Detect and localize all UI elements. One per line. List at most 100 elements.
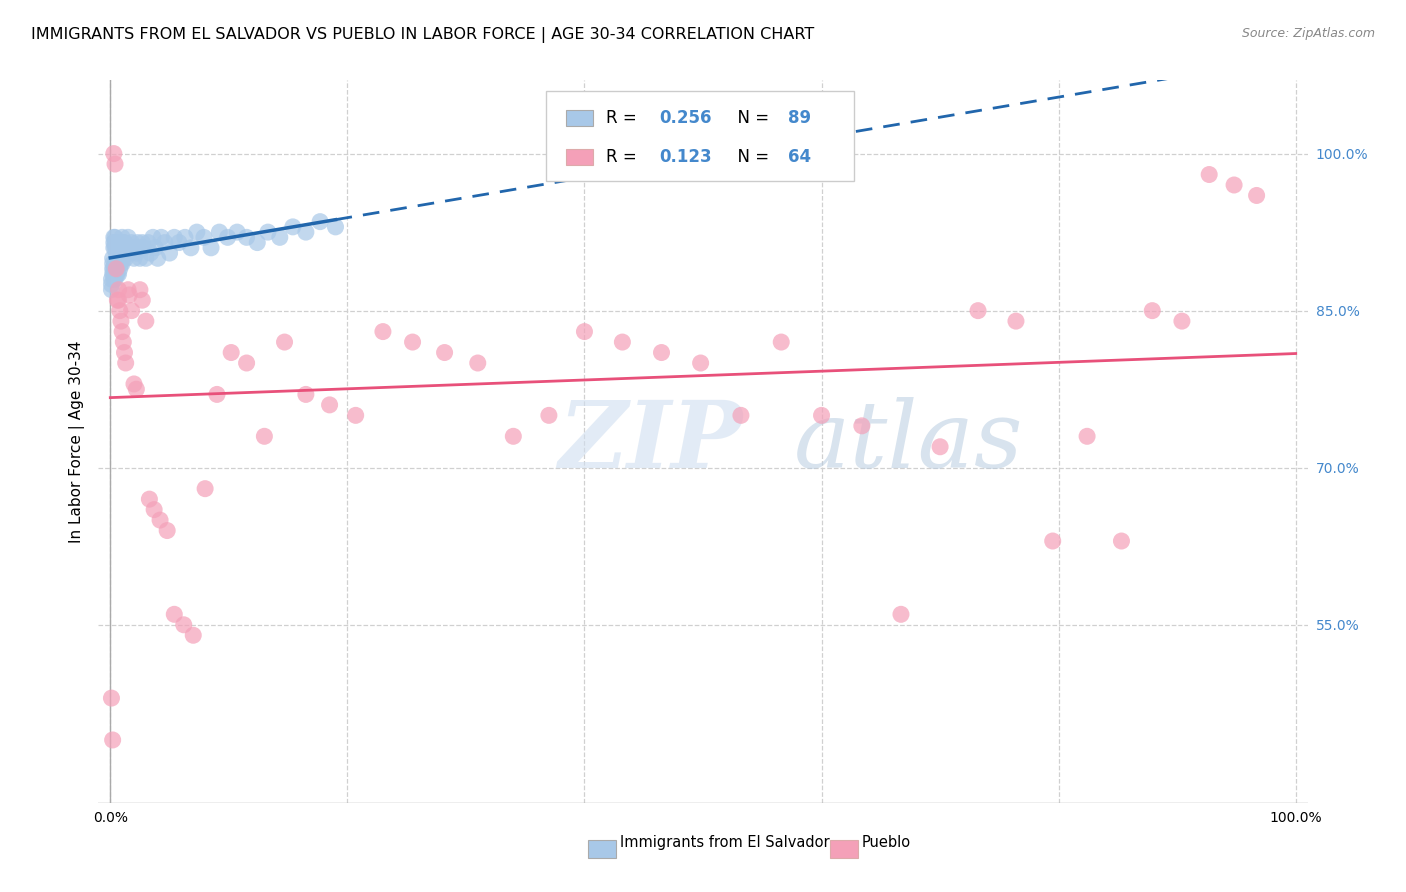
- Point: [344, 409, 367, 423]
- Point: [318, 398, 340, 412]
- Point: [1076, 429, 1098, 443]
- Point: [117, 246, 139, 260]
- Text: 64: 64: [787, 148, 811, 166]
- Point: [200, 241, 222, 255]
- Point: [107, 241, 129, 255]
- Point: [246, 235, 269, 250]
- Point: [143, 241, 166, 255]
- Point: [103, 230, 125, 244]
- Point: [104, 157, 127, 171]
- Point: [122, 376, 145, 391]
- Point: [103, 146, 125, 161]
- Point: [273, 334, 295, 349]
- Point: [114, 252, 136, 266]
- Point: [146, 252, 169, 266]
- Point: [108, 252, 131, 266]
- Point: [104, 261, 127, 276]
- Point: [105, 261, 128, 276]
- Point: [103, 267, 125, 281]
- Text: R =: R =: [606, 109, 643, 127]
- Point: [117, 230, 139, 244]
- Point: [100, 272, 122, 286]
- Text: 0.123: 0.123: [659, 148, 711, 166]
- Point: [118, 288, 141, 302]
- Point: [163, 607, 186, 622]
- Point: [217, 230, 239, 244]
- Point: [114, 246, 136, 260]
- Point: [138, 492, 160, 507]
- Point: [121, 235, 143, 250]
- Point: [124, 241, 146, 255]
- Point: [117, 283, 139, 297]
- Point: [122, 252, 145, 266]
- Point: [371, 325, 394, 339]
- Point: [101, 733, 124, 747]
- Point: [156, 524, 179, 538]
- Point: [129, 252, 152, 266]
- Point: [295, 225, 318, 239]
- Point: [612, 334, 634, 349]
- Point: [135, 252, 157, 266]
- Point: [537, 409, 560, 423]
- Point: [104, 256, 127, 270]
- Point: [107, 283, 129, 297]
- Point: [281, 219, 304, 234]
- Text: 0.256: 0.256: [659, 109, 711, 127]
- Point: [128, 241, 150, 255]
- Text: R =: R =: [606, 148, 643, 166]
- Point: [131, 293, 153, 308]
- Point: [235, 230, 257, 244]
- Point: [1111, 534, 1133, 549]
- Point: [135, 314, 157, 328]
- Point: [181, 628, 204, 642]
- Point: [105, 256, 128, 270]
- Point: [114, 345, 136, 359]
- Point: [111, 230, 134, 244]
- Point: [105, 241, 128, 255]
- Point: [143, 502, 166, 516]
- Point: [269, 230, 291, 244]
- Point: [114, 356, 136, 370]
- Point: [121, 241, 143, 255]
- Point: [1198, 168, 1220, 182]
- Point: [120, 246, 142, 260]
- Point: [110, 235, 132, 250]
- Point: [108, 241, 131, 255]
- Point: [159, 246, 181, 260]
- Point: [125, 382, 148, 396]
- Point: [650, 345, 672, 359]
- Point: [929, 440, 952, 454]
- Point: [167, 235, 190, 250]
- Point: [105, 267, 128, 281]
- Point: [121, 303, 143, 318]
- Point: [101, 261, 124, 276]
- Text: N =: N =: [727, 109, 775, 127]
- Text: Source: ZipAtlas.com: Source: ZipAtlas.com: [1241, 27, 1375, 40]
- Point: [139, 246, 162, 260]
- Point: [131, 235, 153, 250]
- Point: [100, 283, 122, 297]
- Point: [1171, 314, 1194, 328]
- Point: [1223, 178, 1246, 192]
- Text: Immigrants from El Salvador: Immigrants from El Salvador: [620, 836, 830, 850]
- Point: [150, 230, 173, 244]
- Text: IMMIGRANTS FROM EL SALVADOR VS PUEBLO IN LABOR FORCE | AGE 30-34 CORRELATION CHA: IMMIGRANTS FROM EL SALVADOR VS PUEBLO IN…: [31, 27, 814, 43]
- Point: [105, 241, 128, 255]
- Point: [194, 482, 217, 496]
- Point: [810, 409, 832, 423]
- Text: Pueblo: Pueblo: [862, 836, 911, 850]
- Point: [574, 325, 596, 339]
- Point: [108, 303, 131, 318]
- Point: [149, 513, 172, 527]
- Point: [111, 325, 134, 339]
- Point: [107, 246, 129, 260]
- Point: [325, 219, 347, 234]
- Point: [1042, 534, 1064, 549]
- Point: [103, 261, 125, 276]
- Point: [125, 246, 148, 260]
- Text: atlas: atlas: [793, 397, 1024, 486]
- Point: [105, 235, 128, 250]
- Point: [193, 230, 215, 244]
- Point: [153, 235, 176, 250]
- Point: [111, 256, 134, 270]
